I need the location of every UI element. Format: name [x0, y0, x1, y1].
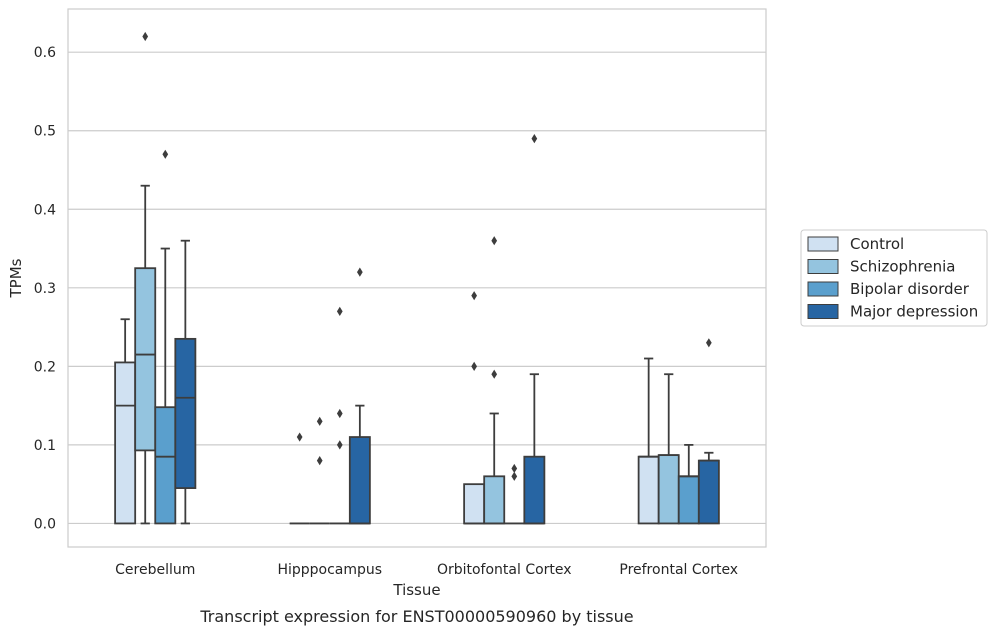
x-tick-label-cerebellum: Cerebellum [115, 562, 195, 578]
box-iqr [463, 483, 486, 525]
outlier-point [471, 361, 478, 371]
box-iqr [677, 475, 700, 525]
y-axis-label: TPMs [7, 258, 25, 298]
box-prefrontal-cortex-schizophrenia [657, 373, 680, 525]
outlier-point [531, 133, 538, 144]
y-tick-label: 0.5 [34, 124, 56, 140]
y-axis-ticks: 0.0 0.1 0.2 0.3 0.4 0.5 0.6 [34, 45, 56, 532]
box-prefrontal-cortex-control [637, 357, 660, 525]
legend-label: Control [850, 235, 904, 253]
y-tick-label: 0.0 [34, 516, 56, 532]
box-hipppocampus-bipolar-disorder [329, 306, 350, 525]
box-iqr [134, 267, 157, 452]
box-iqr [154, 406, 177, 525]
y-tick-label: 0.4 [34, 202, 56, 218]
box-iqr [114, 361, 137, 525]
legend-label: Bipolar disorder [850, 280, 970, 298]
chart-caption: Transcript expression for ENST0000059096… [199, 607, 633, 626]
box-orbitofontal-cortex-control [463, 291, 486, 525]
outlier-point [336, 440, 343, 450]
legend-swatch [807, 236, 839, 252]
x-tick-label-hipppocampus: Hipppocampus [277, 562, 382, 578]
box-iqr [348, 436, 371, 525]
outlier-point [511, 471, 518, 481]
outlier-point [142, 31, 149, 42]
box-iqr [174, 337, 197, 489]
box-orbitofontal-cortex-major-depression [523, 133, 546, 525]
box-hipppocampus-control [289, 432, 310, 525]
box-hipppocampus-major-depression [348, 267, 371, 525]
x-tick-label-orbitofontal-cortex: Orbitofontal Cortex [437, 562, 572, 578]
outlier-point [491, 236, 498, 246]
outlier-point [491, 369, 498, 379]
box-prefrontal-cortex-bipolar-disorder [677, 443, 700, 525]
legend-swatch [807, 304, 839, 319]
outlier-point [511, 463, 518, 474]
outlier-point [705, 338, 712, 348]
x-axis-label: Tissue [392, 581, 440, 599]
plot-frame [67, 8, 767, 548]
box-hipppocampus-schizophrenia [309, 416, 330, 525]
box-plot-series [114, 31, 720, 525]
outlier-point [316, 416, 323, 426]
box-iqr [523, 455, 546, 525]
legend-swatch [807, 259, 839, 274]
y-tick-label: 0.3 [34, 281, 56, 297]
legend-item-major-depression: Major depression [807, 303, 978, 321]
box-iqr [483, 475, 506, 525]
y-tick-label: 0.6 [34, 45, 56, 61]
legend-item-control: Control [807, 235, 904, 253]
box-orbitofontal-cortex-bipolar-disorder [504, 463, 525, 525]
box-cerebellum-major-depression [174, 239, 197, 525]
box-iqr [697, 459, 720, 525]
outlier-point [336, 306, 343, 316]
box-cerebellum-schizophrenia [134, 31, 157, 525]
legend: Control Schizophrenia Bipolar disorder Majo… [800, 229, 988, 327]
legend-label: Major depression [850, 303, 978, 321]
box-cerebellum-bipolar-disorder [154, 149, 177, 525]
outlier-point [356, 267, 363, 277]
outlier-point [336, 408, 343, 419]
y-tick-label: 0.1 [34, 438, 56, 454]
y-tick-label: 0.2 [34, 359, 56, 375]
outlier-point [316, 456, 323, 466]
x-axis-ticks: Cerebellum Hipppocampus Orbitofontal Corte… [115, 562, 738, 578]
legend-label: Schizophrenia [850, 258, 955, 276]
legend-item-bipolar-disorder: Bipolar disorder [807, 280, 970, 298]
box-cerebellum-control [114, 318, 137, 525]
box-iqr [637, 455, 660, 525]
outlier-point [162, 149, 169, 159]
box-orbitofontal-cortex-schizophrenia [483, 236, 506, 525]
legend-swatch [807, 281, 839, 297]
legend-item-schizophrenia: Schizophrenia [807, 258, 955, 276]
outlier-point [471, 291, 478, 301]
legend-frame [800, 229, 988, 327]
outlier-point [296, 432, 303, 442]
box-prefrontal-cortex-major-depression [697, 338, 720, 525]
box-iqr [657, 454, 680, 525]
x-tick-label-prefrontal-cortex: Prefrontal Cortex [619, 562, 738, 578]
